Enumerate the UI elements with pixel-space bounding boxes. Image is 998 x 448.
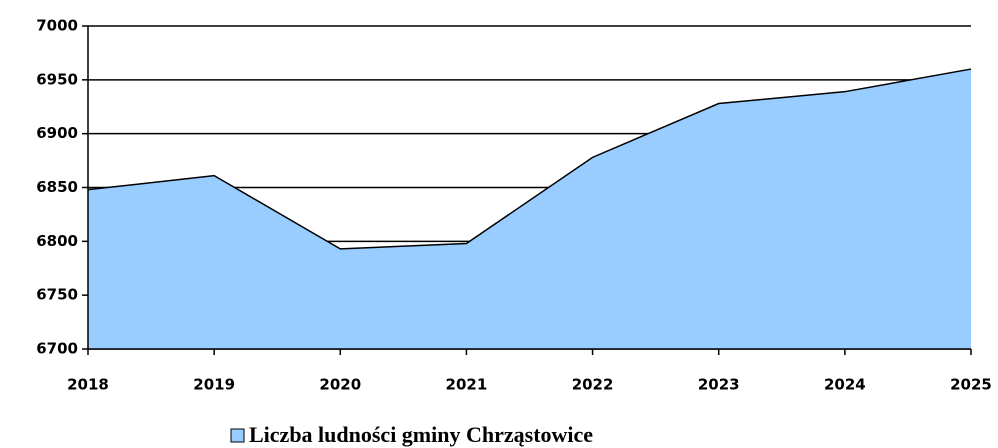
legend-label: Liczba ludności gminy Chrząstowice [249,422,593,447]
area-outline [87,68,972,250]
y-tick-label: 6750 [36,286,78,304]
x-tick-label: 2020 [319,376,361,394]
area [88,69,971,350]
y-tick-label: 6950 [36,70,78,88]
y-tick-label: 6700 [36,340,78,358]
x-tick-label: 2023 [698,376,740,394]
x-tick-label: 2025 [950,376,992,394]
y-tick-label: 6850 [36,178,78,196]
axes: 6700 6750 6800 6850 6900 6950 7000 2018 2019 2020… [36,17,992,448]
x-tick-label: 2021 [446,376,488,394]
x-tick-label: 2019 [193,376,235,394]
y-tick-label: 6800 [36,232,78,250]
legend-swatch [230,428,245,443]
x-tick-label: 2022 [572,376,614,394]
x-tick-label: 2018 [67,376,109,394]
marks [87,68,972,350]
y-tick-label: 7000 [36,17,78,35]
y-tick-label: 6900 [36,124,78,142]
x-tick-label: 2024 [824,376,866,394]
